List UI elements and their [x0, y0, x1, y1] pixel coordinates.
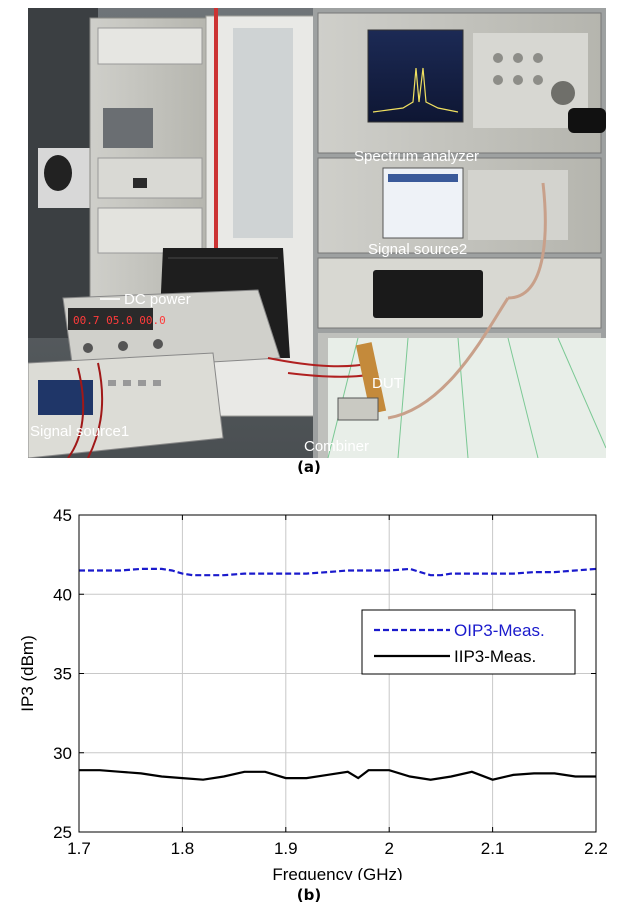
series-lines — [79, 567, 597, 781]
tick-labels: 1.7 1.8 1.9 2 2.1 2.2 25 30 35 40 45 — [53, 506, 608, 858]
x-tick-label: 1.7 — [67, 839, 91, 858]
x-tick-label: 1.8 — [171, 839, 195, 858]
x-tick-label: 2 — [384, 839, 393, 858]
x-axis-label: Frequency (GHz) — [272, 865, 402, 880]
series-line-oip3 — [79, 567, 597, 577]
y-axis-label: IP3 (dBm) — [18, 635, 37, 712]
legend: OIP3-Meas. IIP3-Meas. — [361, 609, 576, 675]
y-tick-label: 40 — [53, 585, 72, 604]
legend-box — [361, 609, 576, 675]
ip3-chart: 1.7 1.8 1.9 2 2.1 2.2 25 30 35 40 45 Frequency (GH… — [18, 506, 608, 880]
x-tick-label: 1.9 — [274, 839, 298, 858]
y-tick-label: 45 — [53, 506, 72, 525]
lab-setup-photo: 00.7 05.0 00.0 Spectrum analyzer Signal … — [28, 8, 606, 458]
legend-label: IIP3-Meas. — [454, 647, 536, 666]
series-line-iip3 — [79, 769, 596, 781]
svg-text:00.7 05.0 00.0: 00.7 05.0 00.0 — [73, 314, 166, 327]
lab-photo-illustration: 00.7 05.0 00.0 Spectrum analyzer Signal … — [28, 8, 606, 458]
y-tick-label: 35 — [53, 665, 72, 684]
x-tick-label: 2.1 — [481, 839, 505, 858]
y-tick-label: 25 — [53, 823, 72, 842]
caption-b: (b) — [296, 886, 322, 904]
label-dc-power: DC power — [124, 291, 191, 308]
label-signal-source2: Signal source2 — [368, 241, 467, 258]
x-tick-label: 2.2 — [584, 839, 608, 858]
legend-label: OIP3-Meas. — [454, 621, 545, 640]
label-combiner: Combiner — [304, 438, 369, 455]
label-signal-source1: Signal source1 — [30, 423, 129, 440]
label-spectrum-analyzer: Spectrum analyzer — [354, 148, 479, 165]
label-dut: DUT — [372, 375, 403, 392]
y-tick-label: 30 — [53, 744, 72, 763]
caption-a: (a) — [297, 458, 321, 476]
